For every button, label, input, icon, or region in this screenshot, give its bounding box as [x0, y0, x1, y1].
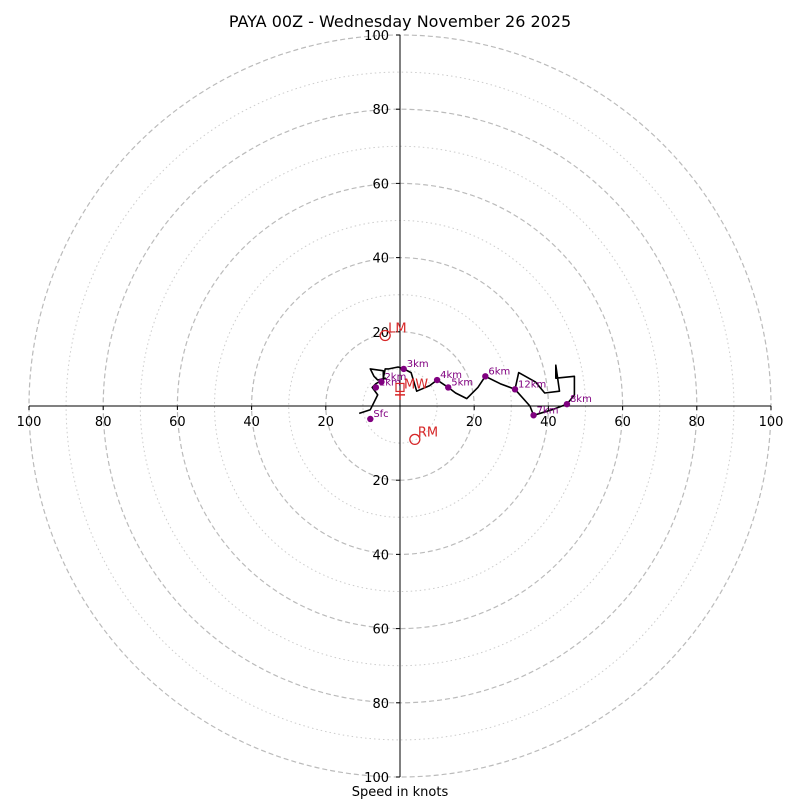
height-label-1km: 1km: [379, 377, 401, 388]
height-dot-sfc: [367, 415, 374, 423]
height-label-6km: 6km: [488, 366, 510, 377]
tick-label-top-40: 40: [372, 252, 389, 267]
tick-label-top-80: 80: [372, 103, 389, 118]
tick-label-left-60: 60: [169, 415, 186, 430]
tick-label-left-80: 80: [95, 415, 112, 430]
left-mover-marker: [379, 329, 391, 342]
height-label-12km: 12km: [518, 379, 546, 390]
tick-label-left-100: 100: [17, 415, 42, 430]
right-mover-label: RM: [418, 425, 438, 440]
height-dot-3km: [400, 365, 407, 373]
height-label-8km: 8km: [570, 394, 592, 405]
height-dot-5km: [445, 384, 452, 391]
tick-label-right-80: 80: [689, 415, 706, 430]
tick-label-bottom-20: 20: [372, 474, 389, 489]
height-label-5km: 5km: [451, 377, 473, 388]
tick-label-left-40: 40: [243, 415, 260, 430]
height-dot-4km: [433, 376, 441, 384]
height-dot-12km: [511, 386, 519, 393]
chart-title: PAYA 00Z - Wednesday November 26 2025: [229, 12, 571, 31]
height-label-sfc: Sfc: [373, 409, 388, 420]
axes: [29, 35, 771, 777]
tick-label-right-100: 100: [759, 415, 784, 430]
tick-label-left-20: 20: [318, 415, 335, 430]
height-dot-6km: [482, 373, 489, 380]
tick-label-right-20: 20: [466, 415, 483, 430]
storm-motion-markers: LM RM MW: [379, 322, 438, 446]
tick-label-right-60: 60: [614, 415, 631, 430]
height-label-4km: 4km: [440, 370, 462, 381]
x-axis-label: Speed in knots: [352, 785, 449, 800]
height-label-7km: 7km: [537, 405, 559, 416]
tick-label-bottom-60: 60: [372, 623, 389, 638]
tick-label-bottom-40: 40: [372, 548, 389, 563]
tick-label-top-60: 60: [372, 177, 389, 192]
left-mover-label: LM: [388, 322, 406, 337]
axis-tick-labels: 100 80 60 40 20 20 40 60 80 100100806040202040608…: [17, 29, 784, 786]
height-dot-7km: [530, 412, 537, 419]
height-dot-8km: [563, 400, 571, 408]
tick-label-top-100: 100: [364, 29, 389, 44]
height-label-2km: 2km: [384, 372, 406, 383]
mean-wind-label: MW: [404, 377, 428, 392]
height-dot-1km: [372, 384, 380, 391]
tick-label-bottom-80: 80: [372, 697, 389, 712]
right-mover-marker: [409, 433, 421, 446]
height-dot-2km: [378, 378, 385, 386]
tick-label-bottom-100: 100: [364, 771, 389, 786]
tick-label-right-40: 40: [540, 415, 557, 430]
height-label-3km: 3km: [407, 359, 429, 370]
